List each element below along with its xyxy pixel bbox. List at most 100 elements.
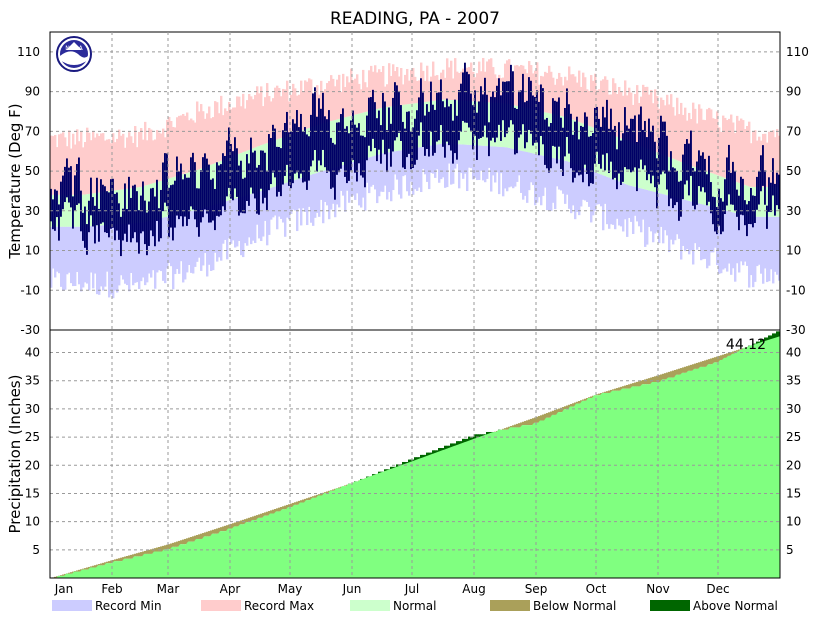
observed-day-bar xyxy=(720,198,722,235)
record-min-bar xyxy=(754,216,757,282)
below-normal-bar xyxy=(282,506,285,510)
below-normal-bar xyxy=(710,358,713,365)
observed-day-bar xyxy=(578,139,580,176)
record-max-bar xyxy=(598,89,601,130)
record-max-bar xyxy=(500,78,503,104)
below-normal-bar xyxy=(268,511,271,516)
observed-day-bar xyxy=(268,134,270,191)
observed-day-bar xyxy=(308,136,310,181)
below-normal-bar xyxy=(152,548,155,554)
record-min-bar xyxy=(248,194,251,238)
record-min-bar xyxy=(414,147,417,190)
record-max-bar xyxy=(544,71,547,113)
record-max-bar xyxy=(144,121,147,186)
observed-day-bar xyxy=(162,162,164,212)
record-min-bar xyxy=(200,208,203,271)
observed-day-bar xyxy=(518,90,520,138)
record-min-bar xyxy=(96,225,99,295)
below-normal-bar xyxy=(588,397,591,399)
record-max-bar xyxy=(308,78,311,129)
below-normal-bar xyxy=(156,547,159,552)
above-normal-bar xyxy=(448,445,451,449)
precip-tick-left: 10 xyxy=(25,515,40,529)
observed-day-bar xyxy=(180,163,182,217)
record-min-bar xyxy=(222,202,225,244)
below-normal-bar xyxy=(272,509,275,514)
record-min-bar xyxy=(724,210,727,269)
record-min-bar xyxy=(750,216,753,276)
record-max-bar xyxy=(650,89,653,151)
record-max-bar xyxy=(58,134,61,195)
below-normal-bar xyxy=(508,426,511,430)
normal-bar xyxy=(64,194,67,227)
record-max-bar xyxy=(726,120,729,179)
record-min-bar xyxy=(514,149,517,187)
record-min-bar xyxy=(390,151,393,202)
record-max-bar xyxy=(258,93,261,147)
record-min-bar xyxy=(492,146,495,176)
observed-day-bar xyxy=(398,90,400,133)
record-max-bar xyxy=(152,140,155,184)
observed-day-bar xyxy=(430,81,432,132)
observed-day-bar xyxy=(730,172,732,205)
observed-day-bar xyxy=(266,170,268,210)
observed-day-bar xyxy=(590,135,592,184)
below-normal-bar xyxy=(640,380,643,387)
record-min-bar xyxy=(520,150,523,193)
record-max-bar xyxy=(310,79,313,128)
record-max-bar xyxy=(586,89,589,126)
record-min-bar xyxy=(52,226,55,269)
record-min-bar xyxy=(616,180,619,219)
observed-day-bar xyxy=(264,152,266,198)
observed-day-bar xyxy=(698,150,700,187)
record-max-bar xyxy=(94,137,97,194)
record-max-bar xyxy=(754,130,757,187)
record-max-bar xyxy=(82,147,85,195)
record-min-bar xyxy=(484,145,487,183)
below-normal-bar xyxy=(244,519,247,525)
observed-day-bar xyxy=(188,177,190,220)
record-min-bar xyxy=(290,181,293,214)
record-min-bar xyxy=(454,143,457,169)
observed-day-bar xyxy=(682,154,684,200)
record-min-bar xyxy=(660,193,663,227)
record-min-bar xyxy=(512,148,515,189)
above-normal-bar xyxy=(462,438,465,444)
observed-day-bar xyxy=(374,102,376,148)
below-normal-bar xyxy=(266,511,269,516)
below-normal-bar xyxy=(68,572,71,574)
month-tick-label: Mar xyxy=(157,582,180,596)
record-min-bar xyxy=(220,202,223,261)
observed-day-bar xyxy=(616,149,618,190)
record-min-bar xyxy=(460,144,463,174)
record-min-bar xyxy=(54,226,57,278)
observed-day-bar xyxy=(724,179,726,215)
observed-day-bar xyxy=(94,205,96,244)
normal-bar xyxy=(502,103,505,148)
month-tick-label: Jan xyxy=(54,582,74,596)
above-normal-bar xyxy=(752,343,755,346)
above-normal-bar xyxy=(422,454,425,458)
below-normal-bar xyxy=(290,503,293,508)
below-normal-bar xyxy=(276,508,279,512)
record-min-bar xyxy=(444,143,447,188)
record-min-bar xyxy=(490,146,493,192)
record-min-bar xyxy=(154,219,157,289)
precip-tick-right: 15 xyxy=(786,486,801,500)
observed-day-bar xyxy=(326,119,328,173)
record-min-bar xyxy=(388,152,391,193)
normal-bar xyxy=(138,187,141,223)
record-max-bar xyxy=(536,62,539,111)
below-normal-bar xyxy=(178,540,181,547)
below-normal-bar xyxy=(554,410,557,415)
record-max-bar xyxy=(722,115,725,178)
below-normal-bar xyxy=(560,407,563,413)
below-normal-bar xyxy=(622,386,625,389)
below-normal-bar xyxy=(186,538,189,545)
record-max-bar xyxy=(166,119,169,180)
record-max-bar xyxy=(68,130,71,195)
record-min-bar xyxy=(176,214,179,270)
record-min-bar xyxy=(450,143,453,185)
below-normal-bar xyxy=(720,355,723,360)
observed-day-bar xyxy=(474,90,476,136)
